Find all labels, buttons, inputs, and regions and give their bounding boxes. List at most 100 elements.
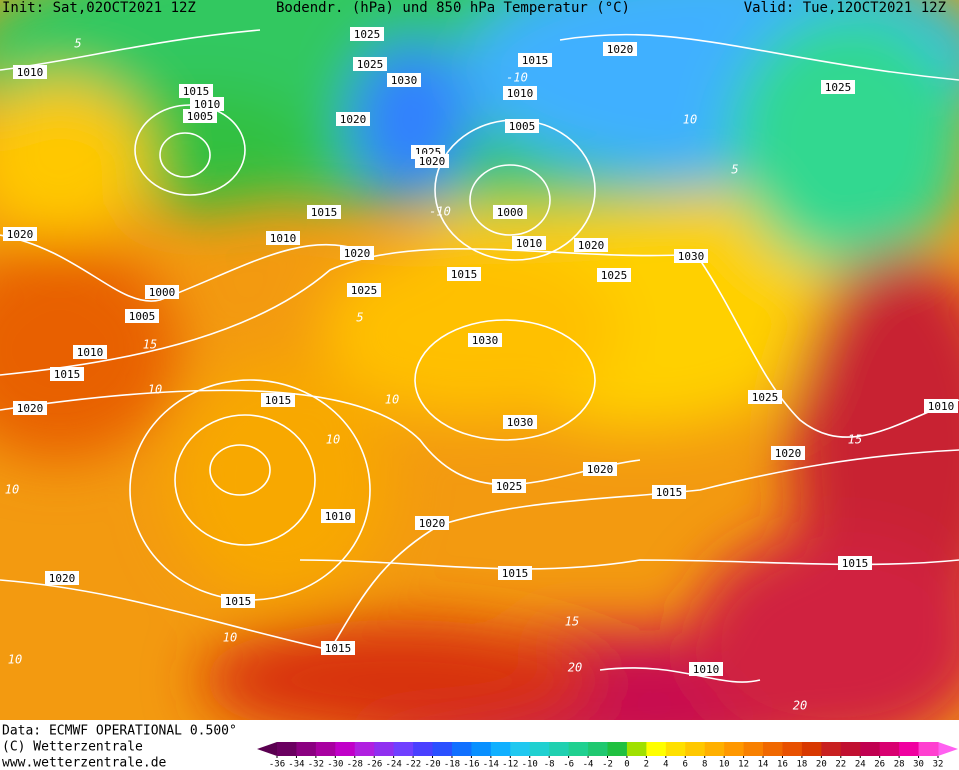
scale-segment [510, 742, 531, 756]
scale-tick-label: -6 [563, 760, 574, 770]
isobar-label-box [492, 479, 526, 493]
scale-tick-label: -20 [424, 760, 440, 770]
isobar-label-box [821, 80, 855, 94]
isobar-label: 1030 [391, 74, 418, 87]
isobar-label: 1010 [928, 400, 955, 413]
isobar-label-box [415, 516, 449, 530]
scale-segment [490, 742, 511, 756]
isobar-label: 1025 [351, 284, 378, 297]
scale-segment [335, 742, 356, 756]
scale-segment [879, 742, 900, 756]
isotherm-label: -10 [429, 205, 451, 219]
isobar-label-box [447, 267, 481, 281]
isobar-label-box [321, 641, 355, 655]
isobar-label-box [838, 556, 872, 570]
isobar-label-box [321, 509, 355, 523]
color-scale: -36 -34 -32 -30 -28 -26 -24 -22 -20 -18 -16 -14 -12-… [257, 742, 958, 770]
isobar-label: 1010 [194, 98, 221, 111]
isobar-label-box [353, 57, 387, 71]
isobar-label: 1025 [357, 58, 384, 71]
isobar-label-box [505, 119, 539, 133]
isotherm-label: 15 [848, 433, 862, 447]
scale-tick-label: -34 [288, 760, 304, 770]
isobar-label: 1010 [693, 663, 720, 676]
scale-tick-label: -30 [327, 760, 343, 770]
isobar-label: 1025 [354, 28, 381, 41]
scale-tick-label: -8 [544, 760, 555, 770]
scale-segment [685, 742, 706, 756]
url: www.wetterzentrale.de [2, 756, 167, 770]
scale-tick-label: -16 [463, 760, 479, 770]
scale-over [938, 742, 958, 756]
isobar-label: 1010 [516, 237, 543, 250]
isobar-label: 1030 [472, 334, 499, 347]
isobar-label-box [748, 390, 782, 404]
scale-segment [626, 742, 647, 756]
isotherm-label: 15 [143, 338, 157, 352]
isobar-label: 1020 [607, 43, 634, 56]
scale-tick-label: 2 [644, 760, 649, 770]
isobar-label-box [415, 154, 449, 168]
isobar-label-box [221, 594, 255, 608]
isotherm-label: 10 [5, 483, 19, 497]
isobar-label-box [261, 393, 295, 407]
isobar-label: 1020 [17, 402, 44, 415]
isobar-label: 1000 [149, 286, 176, 299]
isotherm-label: 10 [385, 393, 399, 407]
scale-segment [529, 742, 550, 756]
isobar-label: 1020 [578, 239, 605, 252]
isobar-label-box [498, 566, 532, 580]
scale-tick-label: -28 [347, 760, 363, 770]
scale-segment [277, 742, 297, 756]
scale-segment [665, 742, 686, 756]
isobar-label: 1015 [842, 557, 869, 570]
isobar-label-box [387, 73, 421, 87]
scale-segment [588, 742, 608, 756]
scale-tick-label: -14 [483, 760, 499, 770]
scale-tick-label: 8 [702, 760, 707, 770]
isobar-label-box [266, 231, 300, 245]
scale-tick-label: 18 [796, 760, 807, 770]
isobar-label: 1025 [752, 391, 779, 404]
scale-tick-label: 6 [683, 760, 688, 770]
isobar-label: 1020 [7, 228, 34, 241]
isotherm-label: 5 [356, 311, 363, 325]
isobar-label: 1020 [775, 447, 802, 460]
isobar-label: 1025 [825, 81, 852, 94]
scale-tick-label: -26 [366, 760, 382, 770]
isobar-label-box [340, 246, 374, 260]
scale-segment [607, 742, 628, 756]
scale-tick-label: 14 [758, 760, 769, 770]
isobar-label-box [493, 205, 527, 219]
isobar-label: 1015 [451, 268, 478, 281]
scale-segment [899, 742, 920, 756]
isobar-label: 1015 [522, 54, 549, 67]
data-source: Data: ECMWF OPERATIONAL 0.500° [2, 724, 237, 739]
scale-tick-label: 16 [777, 760, 788, 770]
isobar-label-box [145, 285, 179, 299]
isotherm-label: 10 [223, 631, 237, 645]
isobar-label-layer: 1010102510251030101510201025101510101005… [3, 27, 958, 713]
isobar-label-box [350, 27, 384, 41]
isotherm-label: 10 [8, 653, 22, 667]
scale-tick-label: 22 [835, 760, 846, 770]
isotherm-label: 10 [326, 433, 340, 447]
scale-segment [801, 742, 822, 756]
isobar-label-box [183, 109, 217, 123]
isobar-label-box [336, 112, 370, 126]
isobar-label: 1015 [502, 567, 529, 580]
scale-segment [918, 742, 939, 756]
scale-segment [471, 742, 492, 756]
scale-segment [296, 742, 317, 756]
isobar-label-box [518, 53, 552, 67]
isobar-label-box [771, 446, 805, 460]
isobar-label: 1030 [507, 416, 534, 429]
scale-tick-label: -12 [502, 760, 518, 770]
isobar-label: 1010 [270, 232, 297, 245]
scale-tick-label: -24 [386, 760, 402, 770]
isobar-label: 1015 [225, 595, 252, 608]
isobar-label-box [689, 662, 723, 676]
isobar-label-box [13, 65, 47, 79]
map-title: Bodendr. (hPa) und 850 hPa Temperatur (°… [276, 0, 630, 16]
